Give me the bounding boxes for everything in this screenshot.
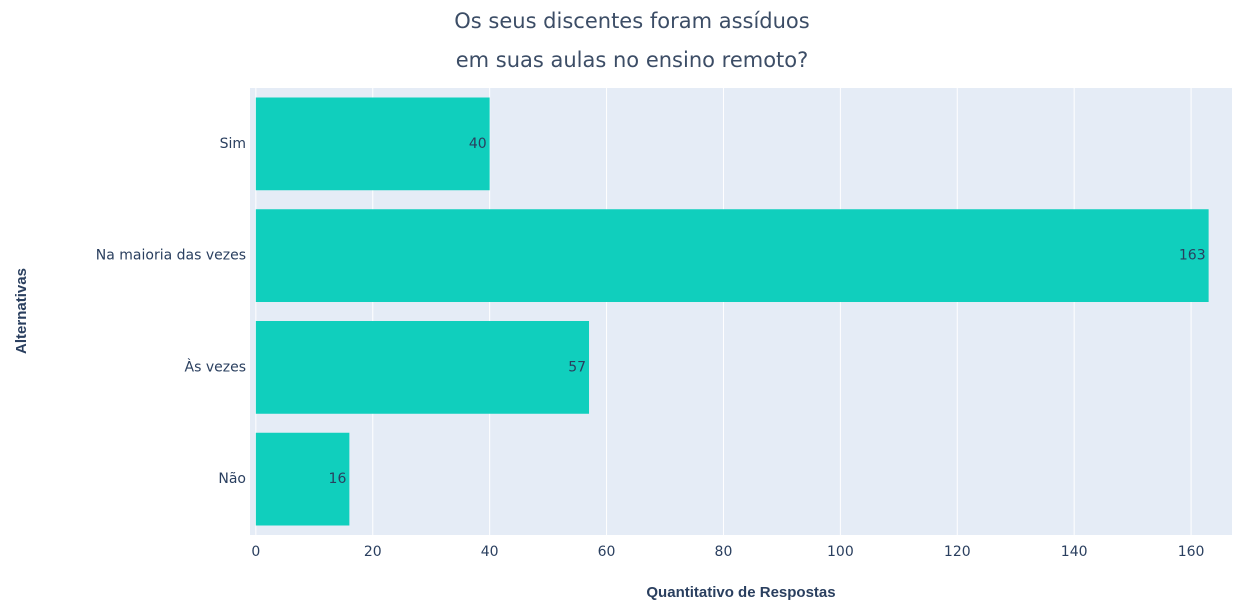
y-tick-label: Sim: [220, 136, 246, 152]
bar: [255, 320, 590, 414]
x-tick-label: 140: [1061, 544, 1088, 560]
x-tick-label: 0: [251, 544, 260, 560]
y-tick-label: Na maioria das vezes: [96, 248, 246, 264]
x-tick-label: 80: [715, 544, 733, 560]
x-tick-label: 60: [598, 544, 616, 560]
y-tick-label: Não: [218, 471, 246, 487]
x-tick-label: 100: [827, 544, 854, 560]
bar: [255, 209, 1209, 303]
x-tick-label: 160: [1178, 544, 1205, 560]
data-label: 163: [1179, 248, 1206, 264]
bar: [255, 97, 490, 191]
y-axis-title: Alternativas: [13, 268, 30, 354]
data-label: 16: [329, 471, 347, 487]
x-tick-label: 40: [481, 544, 499, 560]
chart-title: em suas aulas no ensino remoto?: [456, 48, 809, 72]
x-axis-title: Quantitativo de Respostas: [646, 584, 835, 601]
x-tick-label: 20: [364, 544, 382, 560]
y-tick-label: Às vezes: [185, 358, 246, 375]
data-label: 57: [568, 359, 586, 375]
chart-title: Os seus discentes foram assíduos: [454, 9, 809, 33]
x-tick-label: 120: [944, 544, 971, 560]
data-label: 40: [469, 136, 487, 152]
bar: [255, 432, 350, 526]
